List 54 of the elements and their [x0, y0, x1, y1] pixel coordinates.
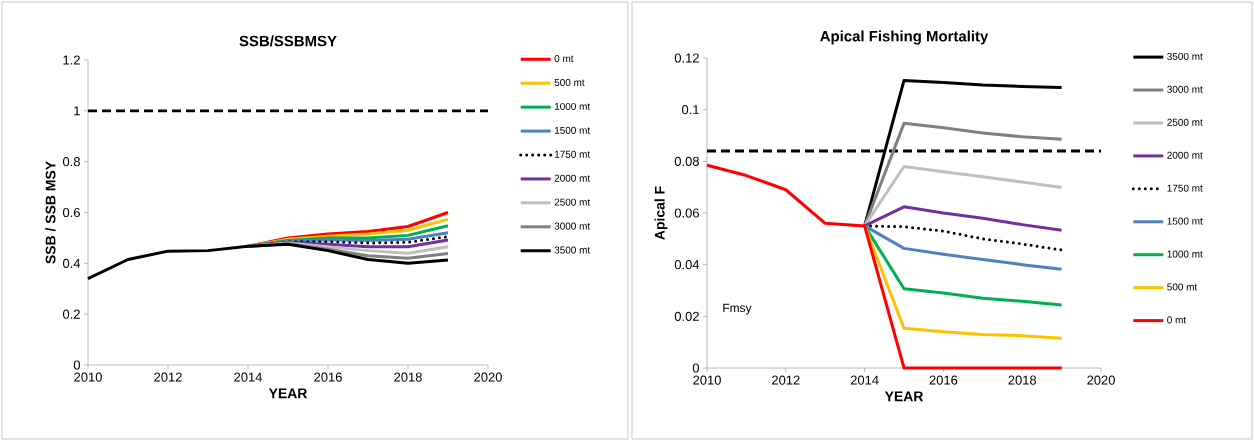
- chart-title: SSB/SSBMSY: [239, 35, 337, 47]
- y-tick-label: 1: [74, 106, 80, 116]
- x-axis-title: YEAR: [268, 388, 308, 399]
- x-tick-label: 2018: [394, 372, 422, 382]
- legend-label: 1000 mt: [554, 102, 591, 110]
- y-tick-label: 0.4: [62, 258, 81, 268]
- x-axis-title: YEAR: [884, 391, 924, 402]
- x-tick-label: 2020: [474, 372, 502, 382]
- legend-label: 3500 mt: [1167, 52, 1203, 60]
- annotation: Fmsy: [723, 303, 752, 315]
- y-tick-label: 0.12: [674, 53, 699, 63]
- legend-label: 500 mt: [554, 78, 585, 87]
- legend-label: 1500 mt: [1167, 217, 1203, 225]
- x-tick-label: 2016: [929, 375, 958, 385]
- x-tick-label: 2014: [850, 375, 879, 385]
- chart-title: Apical Fishing Mortality: [820, 30, 989, 45]
- x-tick-label: 2012: [154, 372, 182, 382]
- x-tick-label: 2010: [693, 375, 721, 385]
- y-tick-label: 0.04: [674, 260, 700, 270]
- y-tick-label: 0.8: [62, 157, 80, 167]
- x-tick-label: 2016: [314, 372, 342, 382]
- y-tick-label: 0.08: [674, 156, 699, 166]
- y-tick-label: 0.2: [62, 309, 80, 319]
- legend-label: 2000 mt: [1167, 151, 1203, 159]
- y-tick-label: 1.2: [63, 55, 80, 65]
- legend-label: 3500 mt: [554, 246, 591, 254]
- legend-label: 2500 mt: [554, 198, 591, 206]
- legend-label: 0 mt: [1167, 316, 1187, 324]
- legend-label: 3000 mt: [1167, 85, 1203, 93]
- legend-label: 0 mt: [554, 55, 574, 63]
- y-tick-label: 0.02: [674, 311, 699, 321]
- x-tick-label: 2014: [234, 372, 263, 382]
- legend-label: 1000 mt: [1167, 250, 1203, 258]
- y-tick-label: 0.06: [674, 208, 699, 218]
- legend-label: 1750 mt: [554, 150, 591, 158]
- line-series: [863, 224, 1064, 307]
- y-axis-title: Apical F: [654, 186, 668, 240]
- x-tick-label: 2012: [772, 375, 800, 385]
- legend-label: 500 mt: [1167, 283, 1198, 291]
- y-tick-label: 0.1: [682, 105, 699, 115]
- x-tick-label: 2020: [1087, 375, 1115, 385]
- y-axis-title: SSB / SSB MSY: [45, 161, 56, 264]
- x-tick-label: 2010: [74, 372, 102, 382]
- legend-label: 3000 mt: [554, 222, 591, 230]
- line-series: [863, 205, 1064, 232]
- y-tick-label: 0.6: [62, 207, 80, 218]
- y-tick-label: 0: [73, 360, 80, 370]
- legend-label: 2000 mt: [554, 174, 591, 182]
- y-tick-label: 0: [692, 363, 699, 373]
- line-series: [863, 224, 1064, 271]
- legend-label: 1750 mt: [1167, 184, 1203, 192]
- x-tick-label: 2018: [1008, 375, 1037, 385]
- legend-label: 2500 mt: [1167, 118, 1203, 126]
- legend-label: 1500 mt: [554, 126, 591, 134]
